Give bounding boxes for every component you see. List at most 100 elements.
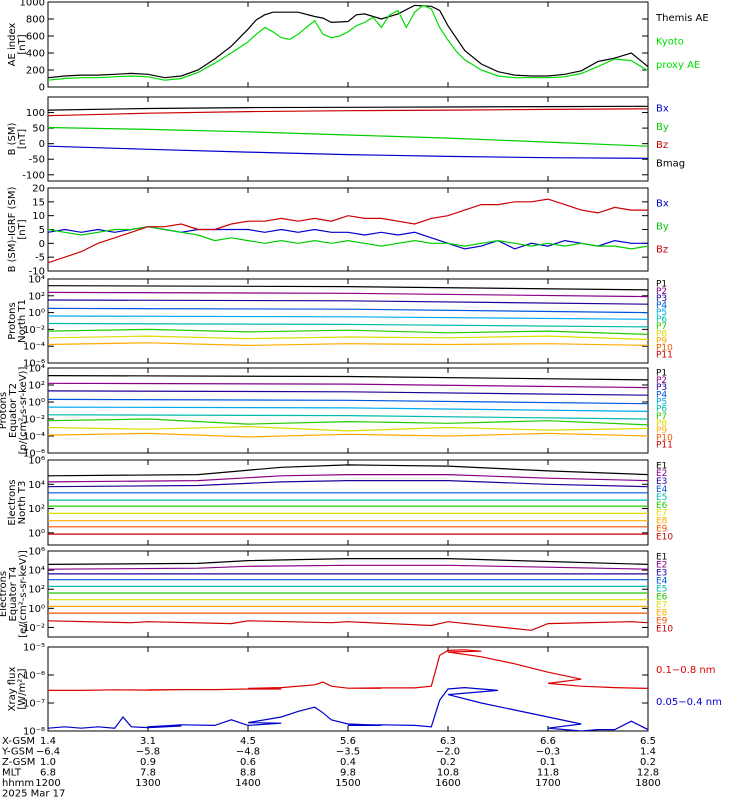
ephemeris-hhmm-value: 1200: [35, 778, 60, 789]
panel-ae: 0 200 400 600 800 1000 AE index [nT] Themis AE Ky…: [7, 0, 709, 94]
y-tick-label: 0: [39, 83, 45, 94]
legend-p9: P9: [656, 426, 667, 436]
series-p6-line: [48, 414, 648, 420]
ephemeris-mlt-value: 9.8: [340, 768, 356, 779]
legend-p6: P6: [656, 405, 667, 415]
y-tick-label: 0: [39, 239, 45, 250]
series-bz-line: [48, 198, 648, 264]
panel-bsm: -100 -50 0 50 100 B (SM) [nT] Bx By Bz Bmag: [7, 96, 685, 182]
legend-e10: E10: [656, 532, 673, 542]
y-tick-label: 10⁻⁴: [23, 342, 45, 353]
panel-series: [48, 285, 648, 347]
y-tick-label: 10²: [28, 504, 45, 515]
y-tick-label: 10⁰: [28, 398, 45, 409]
legend-p4: P4: [656, 301, 667, 311]
series-e10-line: [48, 620, 648, 631]
ephemeris-z-gsm-value: 0.2: [640, 757, 656, 768]
ephemeris-x-gsm-value: 1.4: [40, 736, 56, 747]
y-tick-label: 10⁴: [28, 480, 45, 491]
legend-p2: P2: [656, 287, 667, 297]
legend-p1: P1: [656, 280, 667, 290]
ephemeris-hhmm-value: 1300: [135, 778, 160, 789]
legend-bx: Bx: [656, 198, 669, 209]
y-tick-label: 15: [32, 197, 45, 208]
series-p4-line: [48, 398, 648, 405]
ephemeris-z-gsm-value: 0.1: [540, 757, 556, 768]
legend-p3: P3: [656, 383, 667, 393]
series-e1-line: [48, 464, 648, 477]
legend-e7: E7: [656, 600, 667, 610]
legend-0-1-0-8-nm: 0.1−0.8 nm: [656, 665, 715, 676]
panel-series: [48, 557, 648, 631]
legend-e3: E3: [656, 477, 667, 487]
legend-p11: P11: [656, 351, 673, 361]
series-0-1-0-8-nm-line: [48, 649, 648, 692]
legend-bx: Bx: [656, 104, 669, 115]
y-tick-label: 50: [32, 124, 45, 135]
y-axis-label: B (SM): [7, 122, 18, 155]
y-tick-label: 5: [39, 225, 45, 236]
legend-bz: Bz: [656, 140, 668, 151]
y-tick-label: 10: [32, 211, 45, 222]
panel-frame: [47, 278, 649, 364]
y-tick-label: 10⁻²: [23, 325, 45, 336]
ephemeris-row-label: Z-GSM: [2, 757, 35, 768]
series-bz-line: [48, 108, 648, 117]
series-0-05-0-4-nm-line: [48, 686, 648, 731]
ephemeris-hhmm-value: 1700: [535, 778, 560, 789]
y-tick-label: 1000: [20, 0, 45, 9]
panel-bdiff: -10 -5 0 5 10 15 20 B (SM)-IGRF (SM) [nT] Bx By Bz: [7, 184, 669, 278]
y-tick-label: 10⁻⁶: [23, 359, 45, 370]
ephemeris-z-gsm-value: 0.4: [340, 757, 356, 768]
y-tick-label: -100: [22, 170, 45, 181]
ephemeris-z-gsm-value: 0.2: [440, 757, 456, 768]
ephemeris-row-label: MLT: [2, 768, 22, 779]
series-p7-line: [48, 418, 648, 426]
ephemeris-y-gsm-value: −2.0: [436, 747, 460, 758]
panel-series: [48, 375, 648, 438]
legend-kyoto-proxy-ae: Kyoto: [656, 37, 684, 48]
legend-by: By: [656, 222, 669, 233]
series-p1-line: [48, 375, 648, 381]
series-by-line: [48, 126, 648, 147]
panel-series: [48, 649, 648, 731]
y-tick-label: 100: [26, 108, 45, 119]
y-tick-label: 10⁰: [28, 308, 45, 319]
legend-e1: E1: [656, 552, 667, 562]
series-p9-line: [48, 432, 648, 438]
y-tick-label: -10: [29, 267, 45, 278]
ephemeris-x-gsm-value: 4.5: [240, 736, 256, 747]
series-p3-line: [48, 390, 648, 396]
ephemeris-row-label: X-GSM: [2, 736, 35, 747]
y-tick-label: 10⁶: [28, 547, 45, 558]
ephemeris-y-gsm-value: −6.4: [36, 747, 60, 758]
panel-frame: [47, 459, 649, 546]
y-axis-label: Xray flux: [7, 667, 18, 712]
series-e3-line: [48, 480, 648, 488]
ephemeris-row-label: hhmm: [2, 778, 34, 789]
ephemeris-z-gsm-value: 0.6: [240, 757, 256, 768]
panel-e_eq: 10⁻² 10⁰ 10² 10⁴ 10⁶ Electrons Equator T4 [e/(c…: [0, 547, 673, 638]
y-tick-label: 10⁴: [28, 275, 45, 286]
y-axis-label: AE index: [7, 23, 18, 67]
y-axis-label: North T3: [17, 481, 28, 525]
legend-p1: P1: [656, 369, 667, 379]
ephemeris-hhmm-value: 1800: [635, 778, 660, 789]
y-tick-label: 10⁻⁶: [23, 671, 45, 682]
y-tick-label: -50: [29, 155, 45, 166]
legend-p8: P8: [656, 329, 667, 339]
y-tick-label: 10⁻⁷: [23, 699, 45, 710]
series-p9-line: [48, 342, 648, 347]
ephemeris-y-gsm-value: −4.8: [236, 747, 260, 758]
legend-bmag: Bmag: [656, 158, 685, 169]
legend-p5: P5: [656, 397, 667, 407]
panel-series: [48, 105, 648, 159]
legend-p11: P11: [656, 441, 673, 451]
series-p4-line: [48, 307, 648, 314]
y-axis-label: [p/(cm²-s-sr-keV)]: [18, 367, 29, 455]
y-tick-label: 10⁰: [28, 528, 45, 539]
series-bx-line: [48, 145, 648, 159]
legend-p9: P9: [656, 336, 667, 346]
y-tick-label: 800: [26, 15, 45, 26]
